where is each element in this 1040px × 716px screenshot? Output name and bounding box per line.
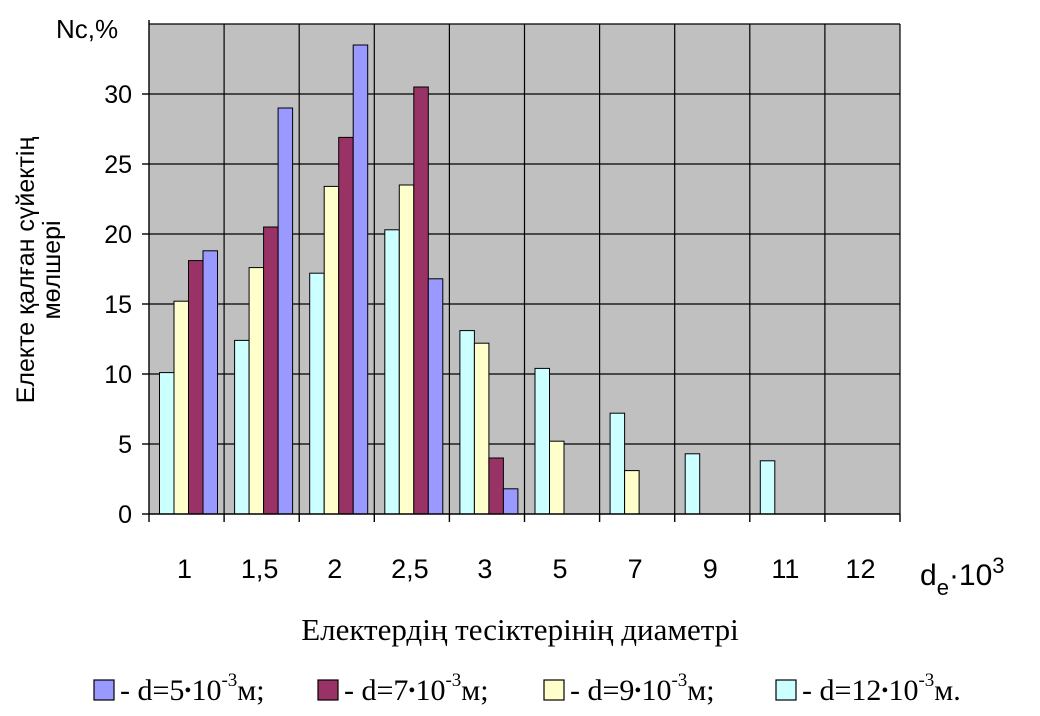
bar-1-6: [534, 367, 550, 515]
x-tick-label: 1,5: [241, 554, 279, 584]
bar-1-1: [159, 372, 175, 515]
y-tick-label: 5: [118, 431, 132, 459]
x-title-main: d: [920, 559, 937, 592]
y-axis-label-line2: мөлшері: [38, 220, 66, 319]
bar-1-4: [384, 229, 400, 515]
bar-3-4: [413, 86, 429, 515]
legend-item-2: - d=7•10-3м;: [317, 670, 489, 707]
legend-label: - d=9•10-3м;: [570, 670, 715, 707]
bar-4-3: [352, 44, 369, 515]
y-axis-label: Електе қалған сүйектің мөлшері: [12, 137, 66, 404]
legend-item-4: - d=12•10-3м.: [775, 670, 961, 707]
x-axis-title-right: de·103: [920, 553, 1005, 600]
bar-3-2: [263, 226, 279, 515]
bar-3-1: [188, 260, 204, 515]
x-axis-label: Електердің тесіктерінің диаметрі: [301, 612, 739, 647]
y-tick-label: 0: [118, 501, 132, 529]
legend-label: - d=7•10-3м;: [344, 670, 489, 707]
bar-2-3: [323, 185, 340, 515]
bar-2-7: [624, 470, 640, 515]
x-tick-label: 5: [553, 554, 568, 584]
legend-label: - d=5•10-3м;: [120, 670, 265, 707]
bar-4-4: [427, 278, 444, 515]
bar-2-6: [549, 440, 565, 515]
x-tick-label: 11: [771, 554, 799, 584]
bar-1-3: [309, 272, 325, 515]
legend-item-3: - d=9•10-3м;: [543, 670, 715, 707]
x-tick-label: 2: [327, 554, 342, 584]
x-tick-label: 9: [703, 554, 718, 584]
x-title-sub: e: [937, 575, 949, 600]
bar-2-4: [398, 184, 415, 515]
y-tick-label: 15: [104, 291, 132, 319]
legend: - d=5•10-3м; - d=7•10-3м; - d=9•10-3м; - d=…: [93, 670, 961, 707]
legend-swatch: [543, 679, 565, 701]
y-tick-label: 25: [104, 151, 132, 179]
bar-1-2: [234, 339, 250, 515]
y-tick-label: 30: [104, 81, 132, 109]
bar-2-1: [173, 300, 189, 515]
legend-swatch: [93, 679, 115, 701]
bar-3-5: [488, 457, 504, 515]
bar-4-5: [502, 488, 519, 515]
legend-swatch: [775, 679, 797, 701]
x-title-dot: ·10: [949, 559, 992, 592]
axes: [142, 20, 901, 522]
y-tick-label: 20: [104, 221, 132, 249]
x-tick-labels: 1 1,5 2 2,5 3 5 7 9 11 12: [177, 554, 875, 584]
legend-label: - d=12•10-3м.: [802, 670, 961, 707]
x-tick-label: 12: [845, 554, 875, 584]
y-axis-label-line1: Електе қалған сүйектің: [12, 137, 40, 404]
bar-4-1: [202, 250, 218, 515]
bar-1-5: [459, 330, 475, 515]
x-tick-label: 2,5: [391, 554, 429, 584]
legend-swatch: [317, 679, 339, 701]
bar-1-7: [609, 412, 626, 515]
legend-item-1: - d=5•10-3м;: [93, 670, 265, 707]
bar-2-5: [473, 342, 490, 515]
x-tick-label: 3: [477, 554, 492, 584]
y-tick-label: 10: [104, 361, 132, 389]
x-tick-label: 1: [177, 554, 192, 584]
bar-1-9: [759, 460, 776, 515]
x-title-sup: 3: [992, 553, 1004, 578]
bar-4-2: [277, 107, 294, 515]
bar-3-3: [338, 136, 354, 515]
y-tick-labels: 0 5 10 15 20 25 30: [104, 81, 132, 529]
x-tick-label: 7: [628, 554, 643, 584]
y-axis-title: Nс,%: [56, 14, 118, 44]
bar-1-8: [684, 453, 701, 515]
bar-2-2: [248, 267, 265, 515]
